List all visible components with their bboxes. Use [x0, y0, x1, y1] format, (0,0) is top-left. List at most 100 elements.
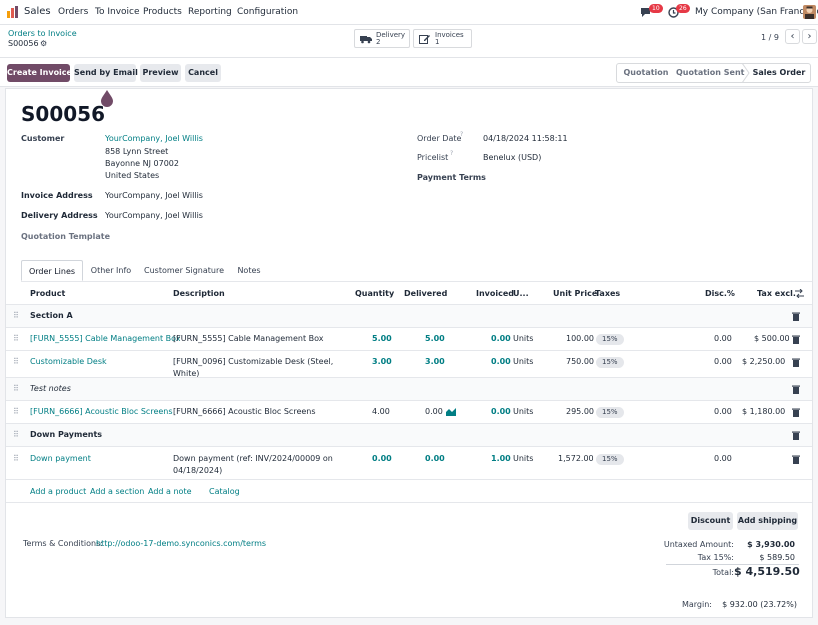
menu-products[interactable]: Products: [143, 7, 182, 17]
add-section-link[interactable]: Add a section: [90, 487, 145, 496]
line-discount[interactable]: 0.00: [714, 334, 732, 343]
drag-handle-icon[interactable]: ⠿: [13, 454, 19, 463]
line-unit-price[interactable]: 750.00: [566, 357, 594, 366]
stage-quotation-sent[interactable]: Quotation Sent: [676, 68, 745, 77]
col-quantity[interactable]: Quantity: [355, 289, 395, 298]
app-name[interactable]: Sales: [24, 6, 51, 17]
optional-columns-icon[interactable]: [795, 288, 804, 299]
note-text[interactable]: Test notes: [30, 384, 71, 393]
add-product-link[interactable]: Add a product: [30, 487, 87, 496]
line-delivered[interactable]: 0.00: [425, 454, 445, 463]
order-date-help[interactable]: ?: [460, 131, 464, 138]
drag-handle-icon[interactable]: ⠿: [13, 407, 19, 416]
line-uom[interactable]: Units: [513, 454, 534, 463]
table-row[interactable]: ⠿ Down payment Down payment (ref: INV/20…: [6, 446, 812, 480]
pager-value[interactable]: 1 / 9: [761, 33, 779, 42]
trash-icon[interactable]: [792, 408, 800, 417]
line-product[interactable]: [FURN_6666] Acoustic Bloc Screens: [30, 407, 173, 416]
stage-quotation[interactable]: Quotation: [623, 68, 669, 77]
line-product[interactable]: Down payment: [30, 454, 91, 463]
tax-badge[interactable]: 15%: [596, 454, 624, 465]
trash-icon[interactable]: [792, 335, 800, 344]
add-shipping-button[interactable]: Add shipping: [737, 512, 798, 530]
line-product[interactable]: [FURN_5555] Cable Management Box: [30, 334, 181, 343]
pager-previous-button[interactable]: ‹: [785, 29, 800, 44]
terms-link[interactable]: http://odoo-17-demo.synconics.com/terms: [96, 539, 267, 548]
drag-handle-icon[interactable]: ⠿: [13, 334, 19, 343]
drag-handle-icon[interactable]: ⠿: [13, 357, 19, 366]
line-quantity[interactable]: 4.00: [372, 407, 390, 416]
tab-notes[interactable]: Notes: [237, 266, 261, 275]
table-row[interactable]: ⠿ [FURN_6666] Acoustic Bloc Screens [FUR…: [6, 400, 812, 423]
menu-to-invoice[interactable]: To Invoice: [95, 7, 140, 17]
tab-order-lines[interactable]: Order Lines: [21, 260, 83, 281]
invoices-smart-button[interactable]: Invoices 1: [413, 29, 472, 48]
col-description[interactable]: Description: [173, 289, 225, 298]
tab-other-info[interactable]: Other Info: [90, 266, 132, 275]
gear-icon[interactable]: ⚙: [40, 39, 48, 48]
discount-button[interactable]: Discount: [688, 512, 733, 530]
line-unit-price[interactable]: 1,572.00: [558, 454, 594, 463]
line-quantity[interactable]: 5.00: [372, 334, 392, 343]
line-uom[interactable]: Units: [513, 407, 534, 416]
preview-button[interactable]: Preview: [140, 64, 181, 82]
drag-handle-icon[interactable]: ⠿: [13, 384, 19, 393]
catalog-link[interactable]: Catalog: [209, 487, 240, 496]
pager-next-button[interactable]: ›: [802, 29, 817, 44]
line-description-line2[interactable]: 04/18/2024): [173, 466, 223, 475]
section-title[interactable]: Section A: [30, 311, 73, 320]
trash-icon[interactable]: [792, 455, 800, 464]
tax-badge[interactable]: 15%: [596, 407, 624, 418]
line-discount[interactable]: 0.00: [714, 357, 732, 366]
note-row[interactable]: ⠿ Test notes: [6, 377, 812, 400]
company-switcher[interactable]: My Company (San Francisco): [695, 7, 818, 17]
order-date-value[interactable]: 04/18/2024 11:58:11: [483, 134, 568, 143]
sales-app-icon[interactable]: [7, 6, 19, 18]
col-taxes[interactable]: Taxes: [595, 289, 621, 298]
trash-icon[interactable]: [792, 431, 800, 440]
trash-icon[interactable]: [792, 312, 800, 321]
add-note-link[interactable]: Add a note: [148, 487, 192, 496]
user-avatar[interactable]: [803, 5, 816, 19]
stage-sales-order[interactable]: Sales Order: [752, 68, 806, 77]
delivery-smart-button[interactable]: Delivery 2: [354, 29, 410, 48]
trash-icon[interactable]: [792, 358, 800, 367]
menu-reporting[interactable]: Reporting: [188, 7, 232, 17]
breadcrumb-parent[interactable]: Orders to Invoice: [8, 29, 77, 38]
section-row-down-payments[interactable]: ⠿ Down Payments: [6, 423, 812, 446]
tab-customer-signature[interactable]: Customer Signature: [144, 266, 224, 275]
delivery-address-value[interactable]: YourCompany, Joel Willis: [105, 211, 203, 220]
customer-link[interactable]: YourCompany, Joel Willis: [105, 134, 203, 143]
trash-icon[interactable]: [792, 385, 800, 394]
line-delivered[interactable]: 5.00: [425, 334, 445, 343]
col-product[interactable]: Product: [30, 289, 66, 298]
tax-badge[interactable]: 15%: [596, 334, 624, 345]
line-quantity[interactable]: 0.00: [372, 454, 392, 463]
invoice-address-value[interactable]: YourCompany, Joel Willis: [105, 191, 203, 200]
line-discount[interactable]: 0.00: [714, 407, 732, 416]
menu-orders[interactable]: Orders: [58, 7, 89, 17]
chat-icon[interactable]: [640, 7, 652, 18]
drag-handle-icon[interactable]: ⠿: [13, 430, 19, 439]
forecast-chart-icon[interactable]: [446, 407, 456, 416]
line-uom[interactable]: Units: [513, 334, 534, 343]
line-discount[interactable]: 0.00: [714, 454, 732, 463]
col-unit-price[interactable]: Unit Price: [553, 289, 598, 298]
table-row[interactable]: ⠿ Customizable Desk [FURN_0096] Customiz…: [6, 350, 812, 377]
line-product[interactable]: Customizable Desk: [30, 357, 107, 366]
line-description[interactable]: [FURN_5555] Cable Management Box: [173, 334, 324, 343]
tax-badge[interactable]: 15%: [596, 357, 624, 368]
pricelist-value[interactable]: Benelux (USD): [483, 153, 542, 162]
line-delivered[interactable]: 0.00: [425, 407, 443, 416]
line-unit-price[interactable]: 295.00: [566, 407, 594, 416]
col-uom[interactable]: U...: [513, 289, 529, 298]
create-invoice-button[interactable]: Create Invoice: [7, 64, 72, 82]
section-title[interactable]: Down Payments: [30, 430, 103, 439]
col-invoiced[interactable]: Invoiced: [476, 289, 515, 298]
pricelist-help[interactable]: ?: [450, 150, 454, 157]
col-discount[interactable]: Disc.%: [705, 289, 735, 298]
line-description-line2[interactable]: White): [173, 369, 200, 377]
line-uom[interactable]: Units: [513, 357, 534, 366]
line-description-line1[interactable]: [FURN_0096] Customizable Desk (Steel,: [173, 357, 334, 366]
table-row[interactable]: ⠿ [FURN_5555] Cable Management Box [FURN…: [6, 327, 812, 350]
